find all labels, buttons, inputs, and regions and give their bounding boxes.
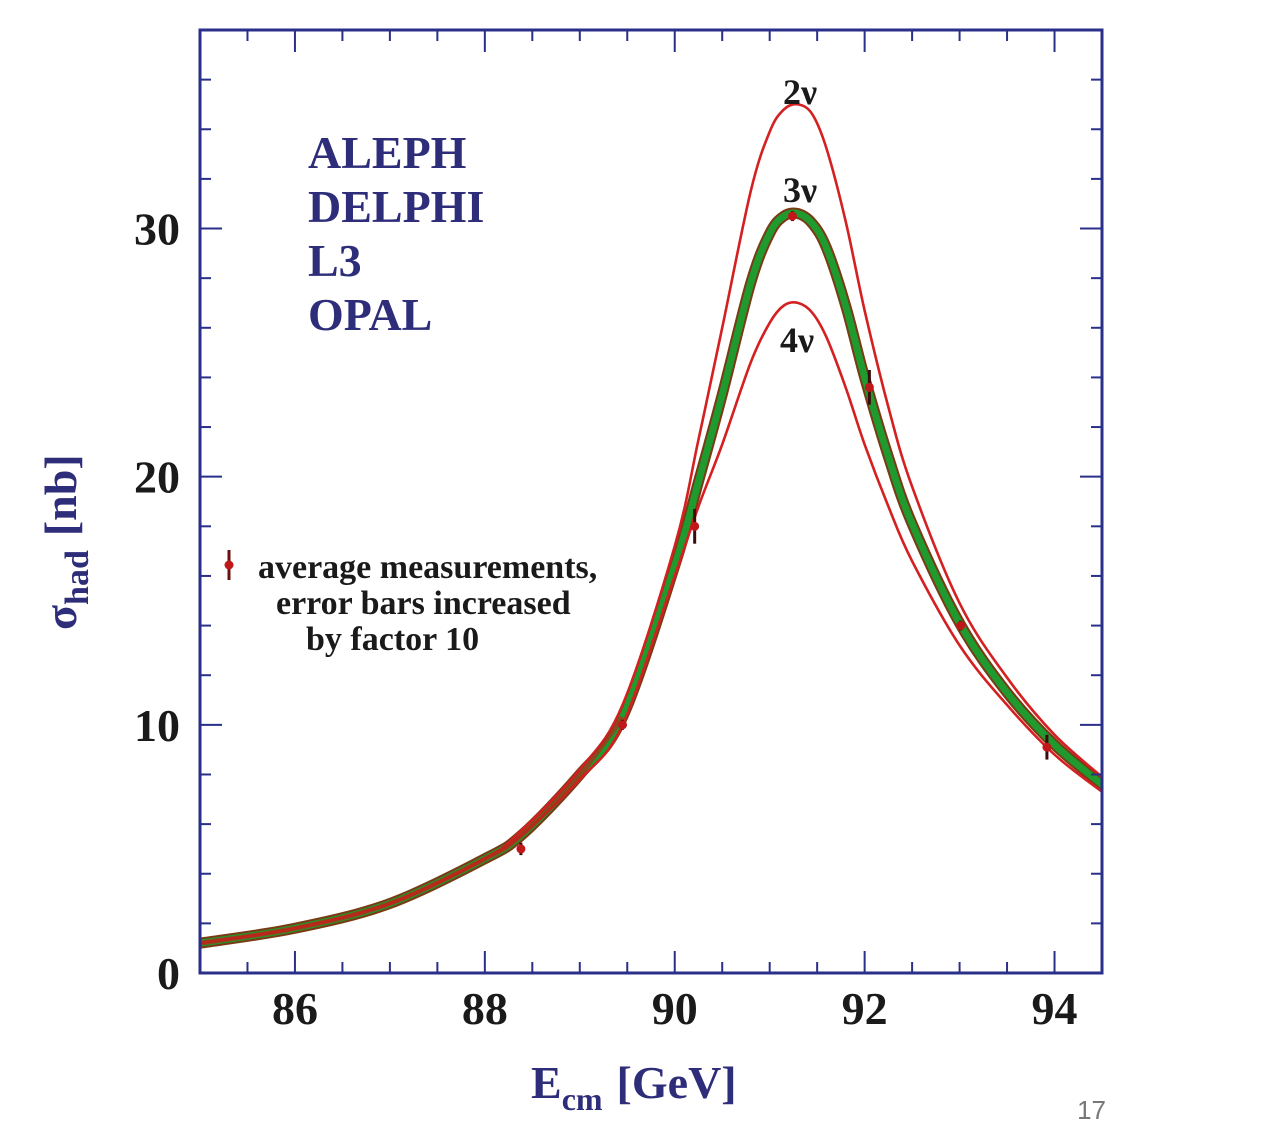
y-axis-title-unit: [nb] [35, 454, 86, 536]
measurement-point [1042, 742, 1052, 752]
measurement-point [690, 521, 700, 531]
legend-marker [224, 560, 234, 570]
legend-line-3: by factor 10 [306, 621, 479, 658]
y-tick-label: 0 [157, 948, 180, 999]
x-axis-title-main: E [531, 1057, 562, 1108]
y-axis-title-main: σ [35, 605, 86, 630]
x-tick-label: 86 [272, 983, 318, 1034]
y-tick-label: 30 [134, 204, 180, 255]
curve-label-3nu: 3ν [783, 170, 817, 210]
x-tick-label: 90 [652, 983, 698, 1034]
experiment-aleph: ALEPH [308, 127, 467, 178]
page-number: 17 [1077, 1095, 1106, 1125]
experiment-opal: OPAL [308, 289, 432, 340]
legend-line-1: average measurements, [258, 549, 597, 586]
x-axis-title-unit: [GeV] [617, 1057, 737, 1108]
x-axis-title-sub: cm [562, 1081, 603, 1117]
measurement-point [956, 621, 966, 631]
y-tick-label: 20 [134, 452, 180, 503]
measurement-point [864, 382, 874, 392]
legend: average measurements, error bars increas… [224, 549, 597, 658]
x-tick-labels: 86 88 90 92 94 [272, 983, 1078, 1034]
curve-2nu [200, 102, 1102, 945]
experiment-l3: L3 [308, 235, 362, 286]
curves-layer [200, 102, 1102, 949]
curve-label-2nu: 2ν [783, 72, 817, 112]
x-tick-label: 94 [1032, 983, 1078, 1034]
x-tick-label: 92 [842, 983, 888, 1034]
experiment-delphi: DELPHI [308, 181, 484, 232]
y-axis-title-sub: had [59, 550, 96, 605]
x-axis-title: Ecm [GeV] [531, 1057, 737, 1117]
y-tick-labels: 0 10 20 30 [134, 204, 180, 999]
curve-label-4nu: 4ν [780, 320, 814, 360]
y-axis-title: σhad [nb] [35, 454, 96, 630]
x-tick-label: 88 [462, 983, 508, 1034]
experiment-list: ALEPH DELPHI L3 OPAL [308, 127, 484, 340]
measurement-points [516, 211, 1052, 856]
axis-ticks [199, 29, 1103, 974]
curve-overlap-low-energy [200, 715, 625, 946]
measurement-point [787, 211, 797, 221]
legend-line-2: error bars increased [276, 585, 571, 622]
measurement-point [618, 720, 628, 730]
measurement-point [516, 844, 526, 854]
plot-frame [198, 28, 1104, 975]
y-tick-label: 10 [134, 700, 180, 751]
